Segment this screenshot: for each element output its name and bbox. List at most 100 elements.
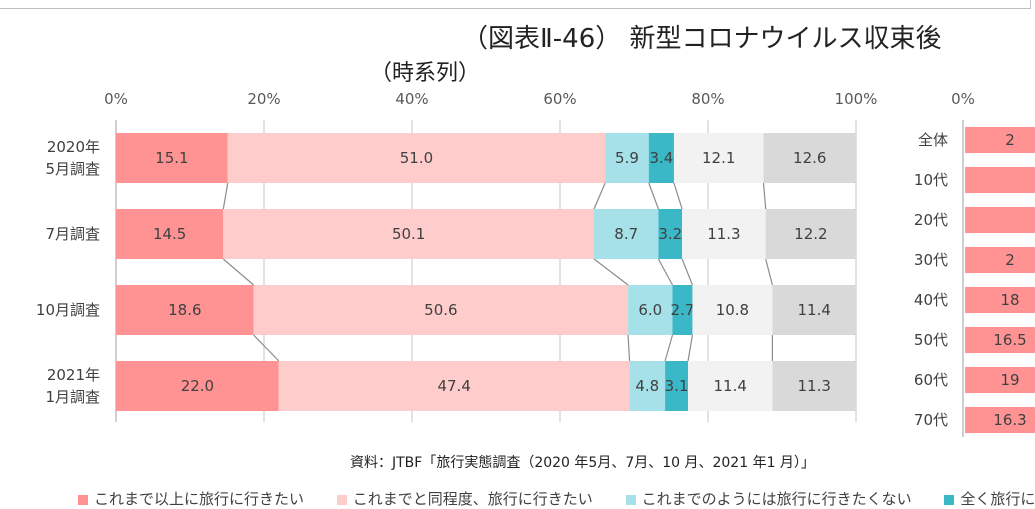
x-tick-label: 20% [247,90,280,108]
data-label: 14.5 [153,225,186,243]
chart-title: （図表Ⅱ-46） 新型コロナウイルス収束後 [462,24,942,54]
bar-segment [965,247,1035,273]
bar-segment [965,167,1035,193]
x-tick-label: 100% [835,90,878,108]
bar-segment [628,285,673,335]
data-label: 5.9 [615,149,639,167]
x-tick-label: 80% [691,90,724,108]
bar-segment [253,285,629,335]
data-label: 12.1 [702,149,735,167]
bar-segment [688,361,773,411]
data-label: 2 [1005,251,1015,269]
bar-segment [116,361,279,411]
bar-segment [594,209,659,259]
series-connector [762,182,767,210]
bar-segment [658,209,683,259]
data-label: 11.3 [797,377,830,395]
bar-segment [965,207,1035,233]
category-label: 全体 [918,131,948,149]
series-connector [253,334,280,362]
x-tick-label: 0% [951,90,975,108]
category-label: 30代 [914,251,948,269]
series-connector [681,258,694,286]
x-tick-label: 60% [543,90,576,108]
data-label: 2 [1005,131,1015,149]
chart-subtitle: （時系列） [370,61,481,86]
bar-segment [116,285,254,335]
series-connector [765,258,773,286]
category-label: 10代 [914,171,948,189]
data-label: 22.0 [181,377,214,395]
bar-segment [278,361,630,411]
data-label: 11.3 [707,225,740,243]
bar-segment [665,361,689,411]
data-label: 3.1 [665,377,689,395]
legend-label: 全く旅行に行き [960,490,1035,508]
bar-segment [965,287,1035,313]
data-label: 50.1 [392,225,425,243]
bar-segment [772,285,856,335]
data-label: 19 [1000,371,1019,389]
bar-segment [965,407,1035,433]
bar-segment [965,367,1035,393]
bar-segment [772,361,856,411]
data-label: 3.2 [658,225,682,243]
data-label: 16.5 [993,331,1026,349]
data-label: 8.7 [614,225,638,243]
series-connector [657,258,674,286]
bar-segment [763,133,856,183]
series-connector [627,334,631,362]
category-label: 7月調査 [45,225,100,243]
bar-segment [692,285,773,335]
legend-item: これまでのようには旅行に行きたくない [625,488,912,509]
bar-segment [648,133,674,183]
data-label: 6.0 [638,301,662,319]
frame-border-right [1030,0,1031,9]
category-label: 5月調査 [45,160,100,178]
data-label: 15.1 [155,149,188,167]
data-label: 11.4 [797,301,830,319]
bar-segment [965,327,1035,353]
bar-segment [682,209,766,259]
data-label: 12.2 [794,225,827,243]
bar-segment [116,209,224,259]
bar-segment [629,361,666,411]
series-connector [648,182,659,210]
data-label: 11.4 [713,377,746,395]
category-label: 70代 [914,411,948,429]
data-label: 4.8 [635,377,659,395]
category-label: 2020年 [47,138,100,156]
legend-item: これまでと同程度、旅行に行きたい [336,488,593,509]
category-label: 20代 [914,211,948,229]
bar-segment [765,209,856,259]
data-label: 2.7 [671,301,695,319]
x-tick-label: 40% [395,90,428,108]
category-label: 50代 [914,331,948,349]
series-connector [593,182,606,210]
x-tick-label: 0% [104,90,128,108]
series-connector [593,258,629,286]
legend-label: これまでのようには旅行に行きたくない [641,490,912,508]
bar-segment [116,133,228,183]
legend: これまで以上に旅行に行きたい これまでと同程度、旅行に行きたい これまでのように… [78,488,1035,509]
data-label: 12.6 [793,149,826,167]
legend-item: 全く旅行に行き [944,488,1035,509]
bar-segment [227,133,606,183]
data-label: 47.4 [437,377,470,395]
category-label: 1月調査 [45,388,100,406]
data-label: 50.6 [424,301,457,319]
data-label: 18 [1000,291,1019,309]
category-label: 10月調査 [36,301,100,319]
category-label: 60代 [914,371,948,389]
data-label: 51.0 [400,149,433,167]
category-label: 2021年 [47,366,100,384]
frame-border [0,8,1030,9]
data-label: 18.6 [168,301,201,319]
bar-segment [965,127,1035,153]
series-connector [222,182,229,210]
series-connector [222,258,255,286]
data-label: 10.8 [716,301,749,319]
legend-item: これまで以上に旅行に行きたい [78,488,304,509]
data-label: 3.4 [649,149,673,167]
data-label: 16.3 [993,411,1026,429]
